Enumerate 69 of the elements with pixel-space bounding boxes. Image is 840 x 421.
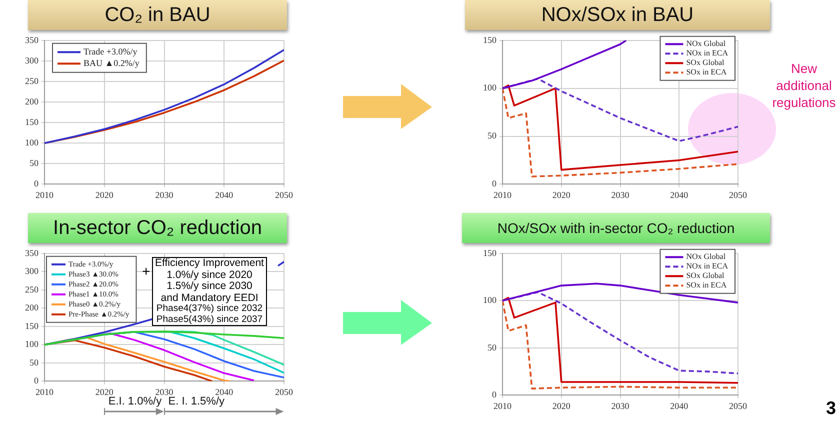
x-tick-label: 2010 [494, 190, 512, 200]
legend-label: SOx Global [686, 58, 725, 68]
x-tick-label: 2050 [275, 386, 294, 397]
annotation: 1.0%/y since 2020 [166, 268, 254, 280]
legend-label: SOx in ECA [686, 280, 727, 290]
text: E.I. 1.0%/y [108, 396, 162, 408]
x-tick-label: 2040 [215, 386, 234, 397]
y-tick-label: 300 [25, 55, 39, 66]
chart-title: NOx/SOx with in-sector CO₂ reduction [462, 213, 770, 243]
legend-label: NOx in ECA [686, 48, 728, 58]
y-tick-label: 150 [483, 34, 497, 45]
annotation: and Mandatory EEDI [160, 292, 260, 304]
legend-label: NOx Global [686, 252, 726, 262]
x-tick-label: 2040 [670, 400, 689, 411]
text: 3 [826, 398, 836, 419]
x-tick-label: 2030 [611, 190, 630, 200]
x-tick-label: 2030 [155, 386, 174, 397]
legend-label: BAU ▲0.2%/y [84, 58, 140, 68]
y-tick-label: 150 [25, 116, 39, 127]
x-tick-label: 2040 [670, 190, 689, 200]
y-tick-label: 350 [25, 248, 39, 258]
annotation: Phase5(43%) since 2037 [155, 314, 264, 325]
y-tick-label: 100 [25, 339, 39, 350]
annotation: + [142, 263, 150, 279]
chart-title: CO₂ in BAU [28, 0, 287, 30]
y-tick-label: 200 [25, 302, 39, 313]
y-tick-label: 0 [492, 178, 497, 189]
x-tick-label: 2050 [275, 190, 294, 200]
y-tick-label: 50 [488, 130, 497, 141]
chart-title: NOx/SOx in BAU [465, 0, 770, 30]
x-tick-label: 2050 [729, 400, 748, 411]
legend-label: Trade +3.0%/y [84, 46, 138, 57]
x-tick-label: 2010 [36, 190, 54, 200]
x-tick-label: 2020 [95, 190, 114, 200]
y-tick-label: 150 [483, 248, 497, 258]
y-tick-label: 150 [25, 320, 39, 331]
y-tick-label: 300 [25, 266, 39, 276]
x-tick-label: 2030 [155, 190, 174, 200]
x-tick-label: 2050 [729, 190, 748, 200]
legend-label: NOx Global [686, 39, 726, 48]
y-tick-label: 50 [30, 357, 39, 368]
y-tick-label: 350 [25, 34, 39, 45]
y-tick-label: 0 [34, 376, 39, 386]
annotation: 1.5%/y since 2030 [166, 280, 254, 292]
y-tick-label: 100 [483, 82, 497, 93]
x-tick-label: 2030 [611, 400, 630, 411]
text: E. I. 1.5%/y [168, 396, 225, 408]
y-tick-label: 0 [34, 178, 39, 189]
y-tick-label: 50 [488, 342, 497, 352]
x-tick-label: 2020 [552, 400, 571, 411]
chart-title: In-sector CO₂ reduction [28, 213, 287, 243]
x-tick-label: 2010 [494, 400, 512, 411]
x-tick-label: 2010 [36, 386, 54, 397]
text: New additional regulations [771, 60, 837, 111]
annotation: Phase4(37%) since 2032 [155, 303, 264, 314]
y-tick-label: 50 [30, 158, 39, 168]
y-tick-label: 250 [25, 284, 39, 294]
y-tick-label: 200 [25, 96, 39, 106]
legend-label: SOx in ECA [686, 68, 727, 77]
x-tick-label: 2020 [552, 190, 571, 200]
legend-label: NOx in ECA [686, 262, 728, 271]
y-tick-label: 100 [483, 295, 497, 306]
y-tick-label: 250 [25, 76, 39, 86]
legend-label: SOx Global [686, 271, 725, 280]
x-tick-label: 2040 [215, 190, 234, 200]
x-tick-label: 2020 [95, 386, 114, 397]
y-tick-label: 100 [25, 137, 39, 148]
y-tick-label: 0 [492, 390, 497, 400]
annotation: Efficiency Improvement [154, 257, 265, 270]
